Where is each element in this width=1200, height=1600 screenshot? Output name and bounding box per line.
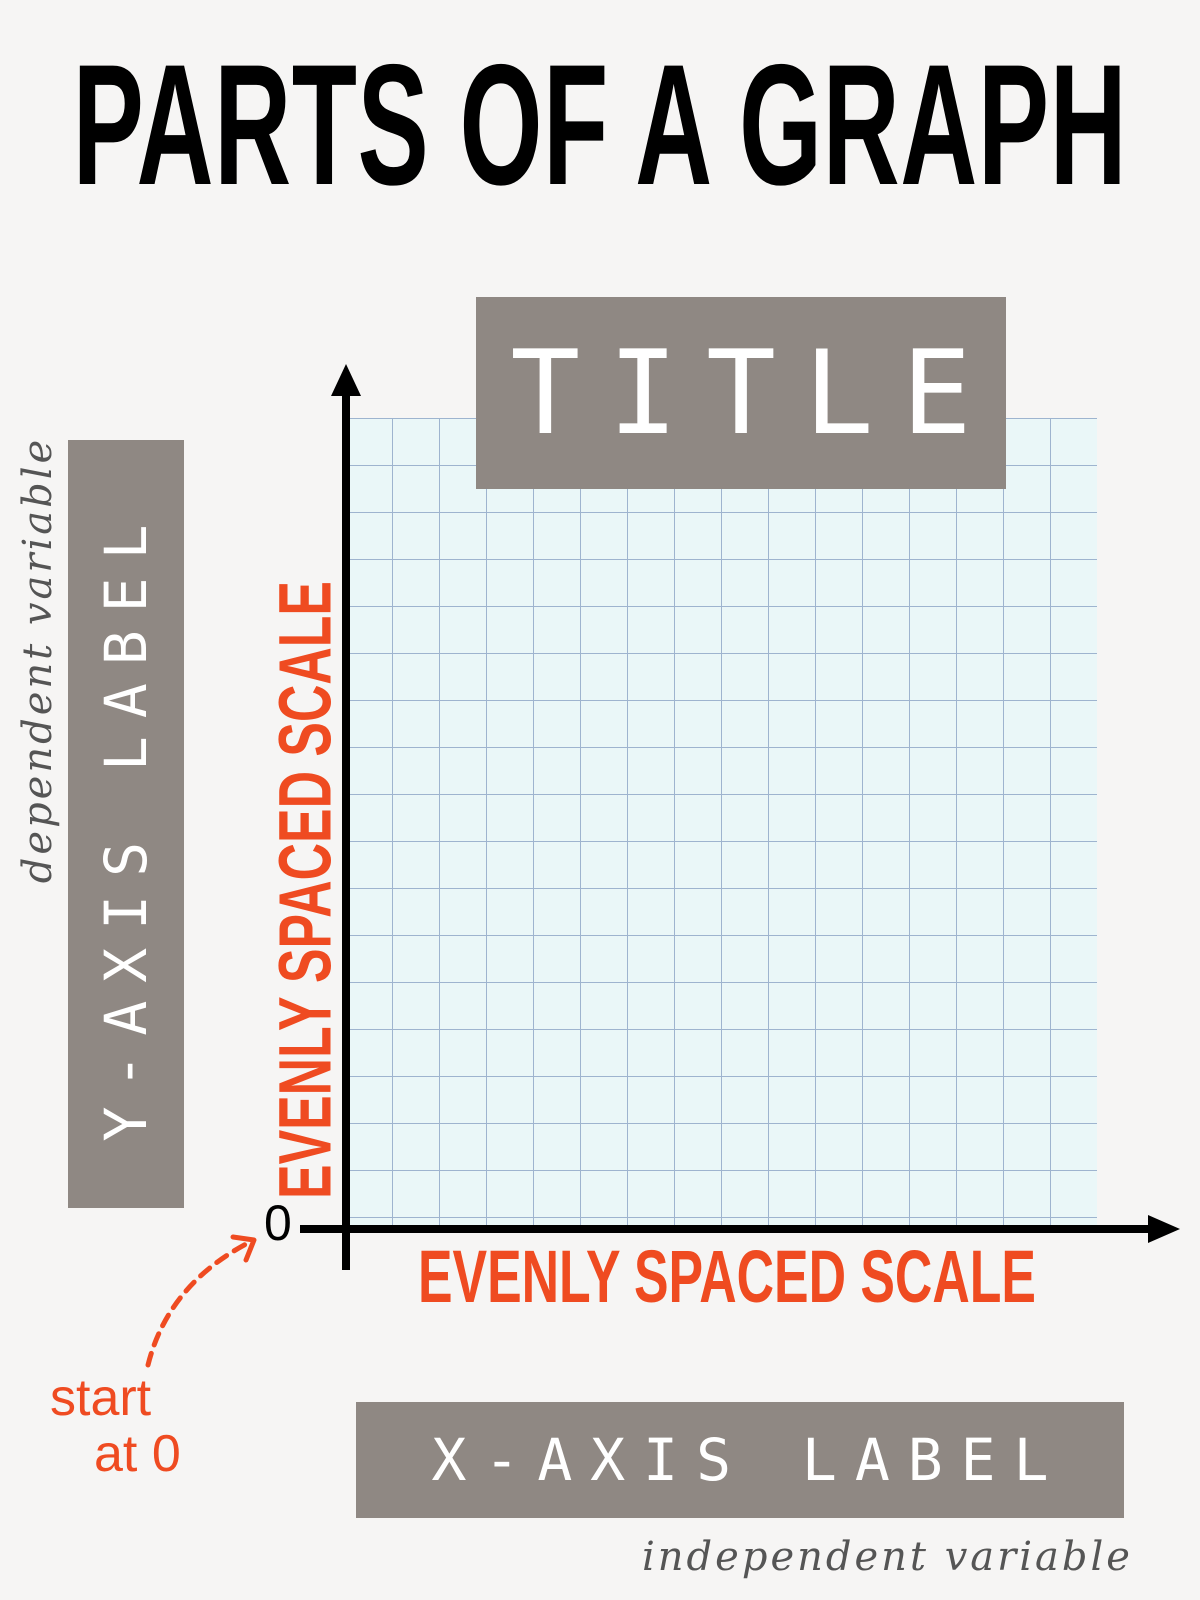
x-axis-line	[300, 1225, 1158, 1233]
grid-paper	[345, 418, 1097, 1230]
start-at-zero-note: start at 0	[50, 1370, 200, 1482]
dependent-variable-note: dependent variable	[15, 436, 61, 884]
origin-label: 0	[264, 1195, 292, 1251]
dashed-arrow-icon	[145, 1234, 257, 1368]
x-scale-label: EVENLY SPACED SCALE	[418, 1234, 1036, 1318]
y-axis-label-box: Y-AXIS LABEL	[68, 440, 184, 1208]
y-axis-label: Y-AXIS LABEL	[92, 506, 160, 1142]
x-axis-label: X-AXIS LABEL	[356, 1402, 1124, 1518]
poster-heading: PARTS OF A GRAPH	[72, 29, 1128, 221]
title-box: TITLE	[476, 297, 1006, 489]
independent-variable-note: independent variable	[642, 1534, 1133, 1580]
y-scale-label: EVENLY SPACED SCALE	[263, 581, 347, 1199]
y-axis-line	[342, 390, 350, 1270]
x-axis-arrow-icon	[1148, 1215, 1180, 1243]
start-note-line-1: start	[50, 1369, 152, 1427]
y-axis-arrow-icon	[331, 364, 361, 396]
start-note-line-2: at 0	[94, 1425, 181, 1483]
